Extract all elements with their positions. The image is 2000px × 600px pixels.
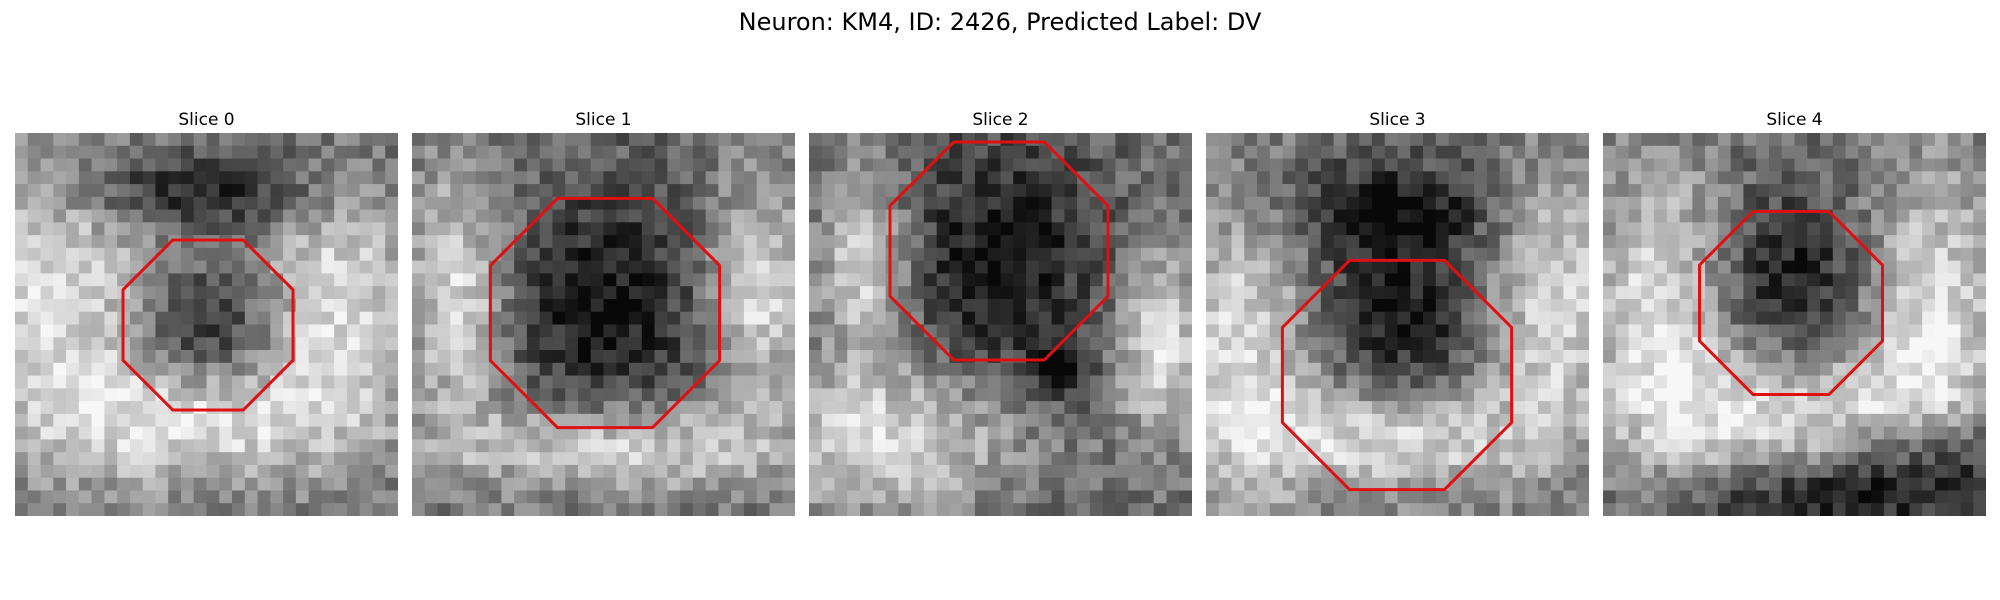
- slice-image: [15, 133, 398, 516]
- figure-title: Neuron: KM4, ID: 2426, Predicted Label: …: [738, 8, 1262, 36]
- roi-octagon-outline: [1280, 258, 1514, 492]
- pixel-grid: [15, 133, 398, 516]
- roi-octagon-outline: [488, 196, 722, 430]
- pixel-grid: [809, 133, 1192, 516]
- slice-title: Slice 4: [1766, 110, 1823, 130]
- pixel-grid: [1603, 133, 1986, 516]
- slice-image: [1206, 133, 1589, 516]
- roi-octagon-outline: [888, 140, 1110, 362]
- slice-panel-3: Slice 3: [1206, 108, 1589, 516]
- slice-image: [1603, 133, 1986, 516]
- roi-octagon-outline: [1698, 210, 1884, 396]
- slice-image: [412, 133, 795, 516]
- roi-octagon-outline: [121, 238, 295, 412]
- slice-title: Slice 3: [1369, 110, 1426, 130]
- slice-panel-2: Slice 2: [809, 108, 1192, 516]
- slice-panel-4: Slice 4: [1603, 108, 1986, 516]
- slice-panel-1: Slice 1: [412, 108, 795, 516]
- pixel-grid: [1206, 133, 1589, 516]
- slice-title: Slice 0: [178, 110, 235, 130]
- slice-panel-0: Slice 0: [15, 108, 398, 516]
- slice-title: Slice 1: [575, 110, 632, 130]
- slice-image: [809, 133, 1192, 516]
- pixel-grid: [412, 133, 795, 516]
- slice-title: Slice 2: [972, 110, 1029, 130]
